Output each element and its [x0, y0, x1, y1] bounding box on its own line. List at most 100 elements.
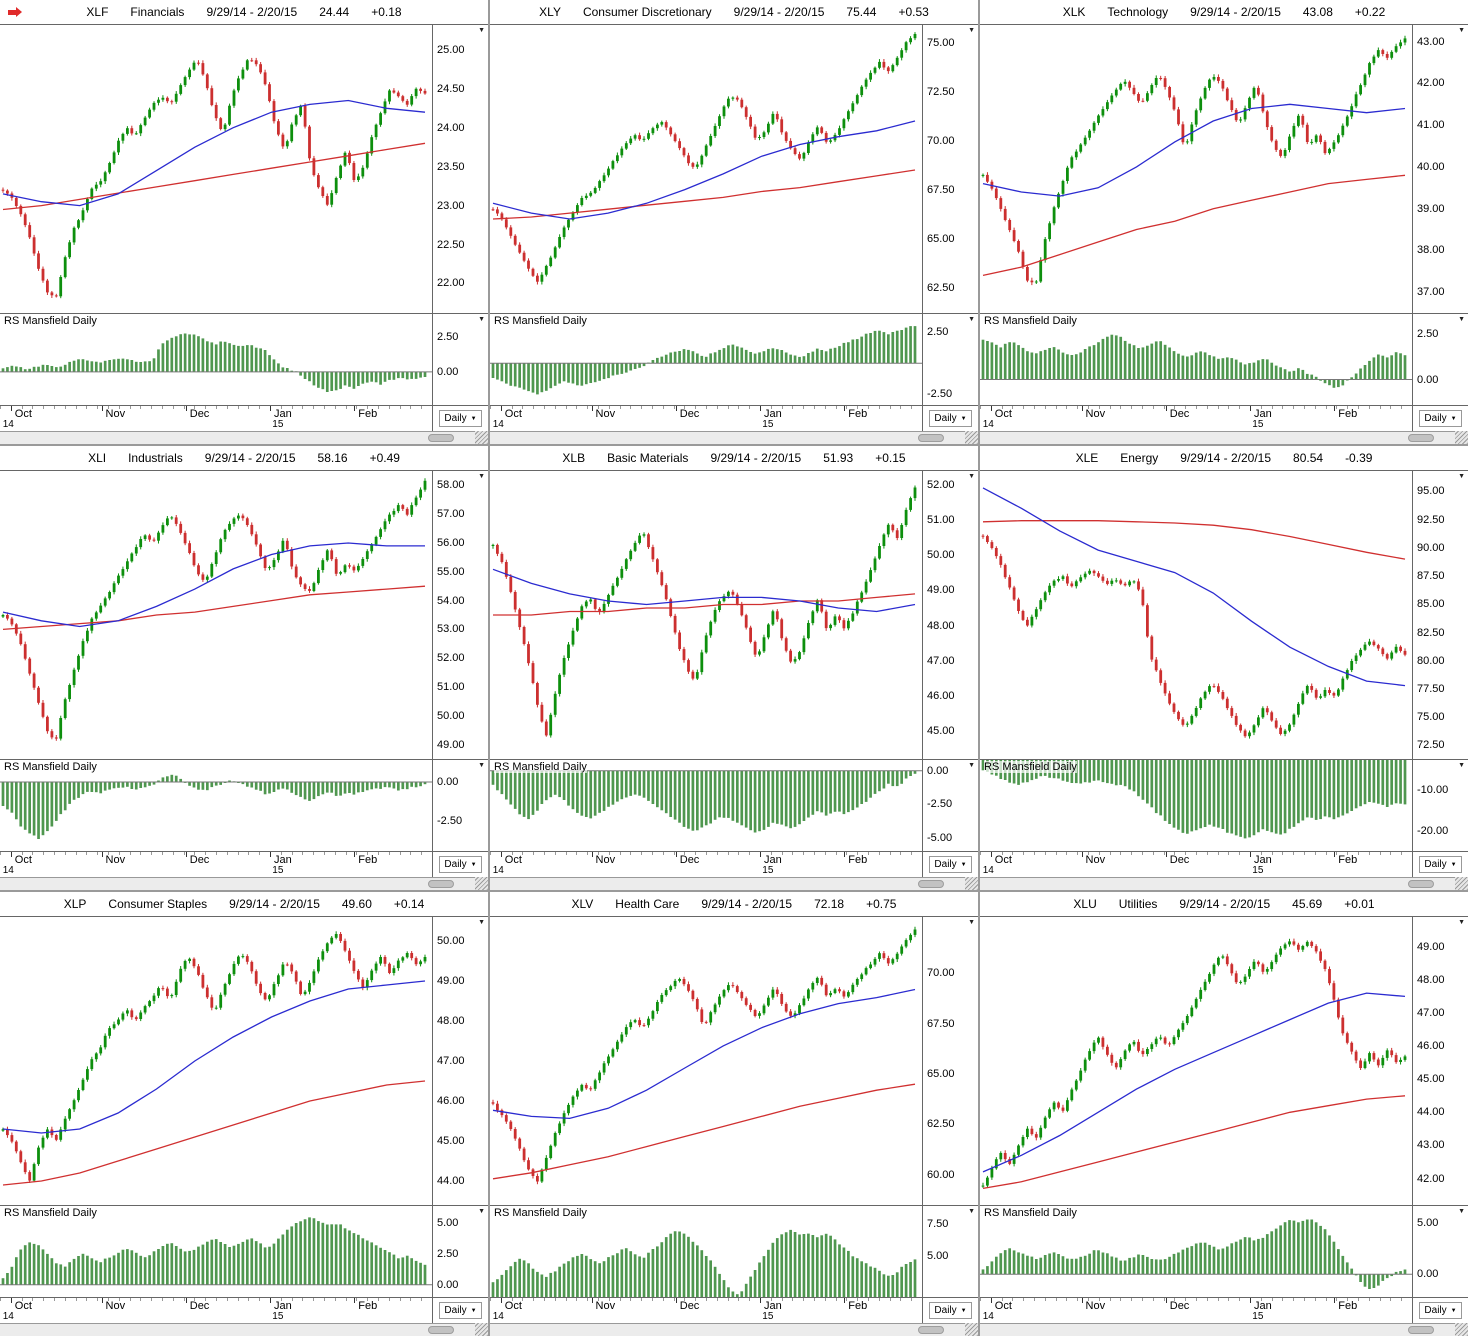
resize-grip[interactable] — [1455, 877, 1468, 890]
timeframe-dropdown[interactable]: Daily ▼ — [1419, 410, 1462, 427]
horizontal-scrollbar[interactable] — [490, 877, 978, 890]
chevron-down-icon[interactable]: ▼ — [968, 762, 975, 769]
chevron-down-icon[interactable]: ▼ — [1458, 27, 1465, 34]
horizontal-scrollbar[interactable] — [0, 877, 488, 890]
scrollbar-thumb[interactable] — [1408, 880, 1434, 888]
indicator-area: RS Mansfield Daily ▼ 0.00 -2.50 -5.00 — [490, 759, 978, 851]
timeframe-dropdown[interactable]: Daily ▼ — [1419, 856, 1462, 873]
chevron-down-icon[interactable]: ▼ — [1458, 473, 1465, 480]
chevron-down-icon[interactable]: ▼ — [1458, 1208, 1465, 1215]
timeframe-dropdown[interactable]: Daily ▼ — [439, 856, 482, 873]
horizontal-scrollbar[interactable] — [980, 877, 1468, 890]
timeframe-dropdown[interactable]: Daily ▼ — [439, 1302, 482, 1319]
scrollbar-thumb[interactable] — [428, 434, 454, 442]
chevron-down-icon[interactable]: ▼ — [478, 762, 485, 769]
chevron-down-icon[interactable]: ▼ — [478, 316, 485, 323]
price-axis-label: 49.00 — [927, 584, 955, 597]
mansfield-chart[interactable]: RS Mansfield Daily — [490, 1206, 922, 1297]
date-range: 9/29/14 - 2/20/15 — [710, 451, 802, 465]
horizontal-scrollbar[interactable] — [490, 1323, 978, 1336]
chevron-down-icon[interactable]: ▼ — [478, 27, 485, 34]
scrollbar-thumb[interactable] — [1408, 1326, 1434, 1334]
resize-grip[interactable] — [475, 1323, 488, 1336]
price-chart[interactable] — [980, 471, 1412, 759]
timeframe-dropdown[interactable]: Daily ▼ — [929, 410, 972, 427]
forward-arrow-icon[interactable] — [8, 7, 22, 17]
price-chart[interactable] — [0, 917, 432, 1205]
mansfield-chart[interactable]: RS Mansfield Daily — [0, 760, 432, 851]
horizontal-scrollbar[interactable] — [0, 1323, 488, 1336]
price-chart[interactable] — [490, 471, 922, 759]
scrollbar-thumb[interactable] — [428, 880, 454, 888]
timeframe-dropdown[interactable]: Daily ▼ — [439, 410, 482, 427]
scrollbar-thumb[interactable] — [428, 1326, 454, 1334]
horizontal-scrollbar[interactable] — [0, 431, 488, 444]
resize-grip[interactable] — [965, 431, 978, 444]
price-chart[interactable] — [0, 471, 432, 759]
scrollbar-thumb[interactable] — [1408, 434, 1434, 442]
axis-tick — [151, 852, 153, 855]
sector-name: Health Care — [615, 897, 680, 911]
price-chart[interactable] — [490, 25, 922, 313]
axis-tick — [64, 406, 66, 409]
mansfield-chart[interactable]: RS Mansfield Daily — [980, 314, 1412, 405]
chevron-down-icon[interactable]: ▼ — [478, 919, 485, 926]
year-label: 15 — [272, 865, 284, 876]
axis-tick — [367, 1298, 369, 1301]
chevron-down-icon[interactable]: ▼ — [968, 27, 975, 34]
horizontal-scrollbar[interactable] — [980, 431, 1468, 444]
chevron-down-icon[interactable]: ▼ — [1458, 919, 1465, 926]
axis-tick — [706, 1298, 707, 1301]
year-label: 15 — [762, 865, 774, 876]
price-chart[interactable] — [0, 25, 432, 313]
axis-tick — [1206, 852, 1208, 855]
date-range: 9/29/14 - 2/20/15 — [229, 897, 320, 911]
axis-tick — [302, 406, 304, 409]
month-tick — [844, 1298, 846, 1303]
axis-tick — [64, 1298, 66, 1301]
timeframe-dropdown[interactable]: Daily ▼ — [929, 856, 972, 873]
resize-grip[interactable] — [475, 431, 488, 444]
axis-tick — [533, 406, 535, 409]
resize-grip[interactable] — [965, 1323, 978, 1336]
mansfield-chart[interactable]: RS Mansfield Daily — [0, 314, 432, 405]
year-label: 14 — [2, 419, 14, 430]
axis-tick — [630, 1298, 632, 1301]
resize-grip[interactable] — [1455, 431, 1468, 444]
chevron-down-icon[interactable]: ▼ — [1458, 316, 1465, 323]
mansfield-chart[interactable]: RS Mansfield Daily — [490, 760, 922, 851]
chevron-down-icon[interactable]: ▼ — [968, 1208, 975, 1215]
mansfield-chart[interactable]: RS Mansfield Daily — [490, 314, 922, 405]
chevron-down-icon[interactable]: ▼ — [968, 316, 975, 323]
horizontal-scrollbar[interactable] — [980, 1323, 1468, 1336]
axis-tick — [911, 1298, 913, 1301]
scrollbar-thumb[interactable] — [918, 434, 944, 442]
resize-grip[interactable] — [965, 877, 978, 890]
month-tick — [354, 852, 356, 857]
resize-grip[interactable] — [475, 877, 488, 890]
resize-grip[interactable] — [1455, 1323, 1468, 1336]
chevron-down-icon[interactable]: ▼ — [968, 473, 975, 480]
mansfield-chart[interactable]: RS Mansfield Daily — [0, 1206, 432, 1297]
scrollbar-thumb[interactable] — [918, 1326, 944, 1334]
month-tick — [185, 852, 187, 857]
month-label: Feb — [358, 854, 378, 866]
timeframe-dropdown[interactable]: Daily ▼ — [929, 1302, 972, 1319]
price-axis-label: 37.00 — [1417, 286, 1445, 299]
horizontal-scrollbar[interactable] — [490, 431, 978, 444]
price-chart[interactable] — [980, 917, 1412, 1205]
price-chart[interactable] — [980, 25, 1412, 313]
chevron-down-icon[interactable]: ▼ — [478, 1208, 485, 1215]
chevron-down-icon[interactable]: ▼ — [1458, 762, 1465, 769]
axis-tick — [248, 852, 250, 855]
axis-tick — [399, 1298, 401, 1301]
chevron-down-icon[interactable]: ▼ — [478, 473, 485, 480]
scrollbar-thumb[interactable] — [918, 880, 944, 888]
mansfield-chart[interactable]: RS Mansfield Daily — [980, 1206, 1412, 1297]
mansfield-chart[interactable]: RS Mansfield Daily — [980, 760, 1412, 851]
indicator-axis-label: 0.00 — [1417, 373, 1439, 386]
chevron-down-icon[interactable]: ▼ — [968, 919, 975, 926]
month-tick — [675, 406, 677, 411]
price-chart[interactable] — [490, 917, 922, 1205]
timeframe-dropdown[interactable]: Daily ▼ — [1419, 1302, 1462, 1319]
